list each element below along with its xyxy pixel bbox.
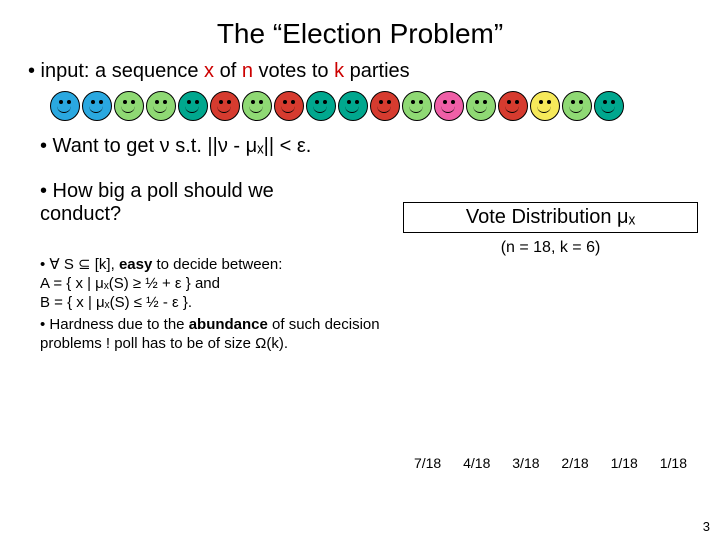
face-icon (338, 91, 368, 121)
face-icon (274, 91, 304, 121)
bullet-decide: • ∀ S ⊆ [k], easy to decide between: A =… (40, 256, 380, 312)
chart-x-labels: 7/18 4/18 3/18 2/18 1/18 1/18 (403, 455, 698, 471)
face-icon (530, 91, 560, 121)
chart-x-label: 7/18 (414, 455, 441, 471)
txt: votes to (253, 60, 334, 82)
face-icon (434, 91, 464, 121)
bullet-poll-size: • How big a poll should we conduct? (40, 180, 360, 226)
chart-x-label: 1/18 (611, 455, 638, 471)
face-icon (210, 91, 240, 121)
chart-subtitle: (n = 18, k = 6) (403, 239, 698, 257)
bullet-want: • Want to get ν s.t. ||ν - μₓ|| < ε. (40, 135, 692, 158)
face-icon (306, 91, 336, 121)
chart-x-label: 3/18 (512, 455, 539, 471)
face-icon (594, 91, 624, 121)
chart-panel: Vote Distribution μₓ (n = 18, k = 6) 7/1… (403, 202, 698, 471)
face-icon (562, 91, 592, 121)
faces-row (50, 91, 692, 121)
face-icon (370, 91, 400, 121)
face-icon (178, 91, 208, 121)
var-n: n (242, 60, 253, 82)
chart-title: Vote Distribution μₓ (403, 202, 698, 233)
face-icon (146, 91, 176, 121)
face-icon (498, 91, 528, 121)
face-icon (242, 91, 272, 121)
face-icon (466, 91, 496, 121)
txt: • input: a sequence (28, 60, 204, 82)
chart-x-label: 1/18 (660, 455, 687, 471)
bullet-hardness: • Hardness due to the abundance of such … (40, 316, 380, 354)
page-number: 3 (703, 519, 710, 534)
chart-area (403, 263, 698, 453)
txt: parties (344, 60, 410, 82)
face-icon (50, 91, 80, 121)
face-icon (82, 91, 112, 121)
chart-x-label: 4/18 (463, 455, 490, 471)
var-k: k (334, 60, 344, 82)
slide-title: The “Election Problem” (0, 0, 720, 60)
txt: of (214, 60, 242, 82)
chart-x-label: 2/18 (561, 455, 588, 471)
face-icon (402, 91, 432, 121)
var-x: x (204, 60, 214, 82)
bullet-input: • input: a sequence x of n votes to k pa… (28, 60, 692, 83)
face-icon (114, 91, 144, 121)
